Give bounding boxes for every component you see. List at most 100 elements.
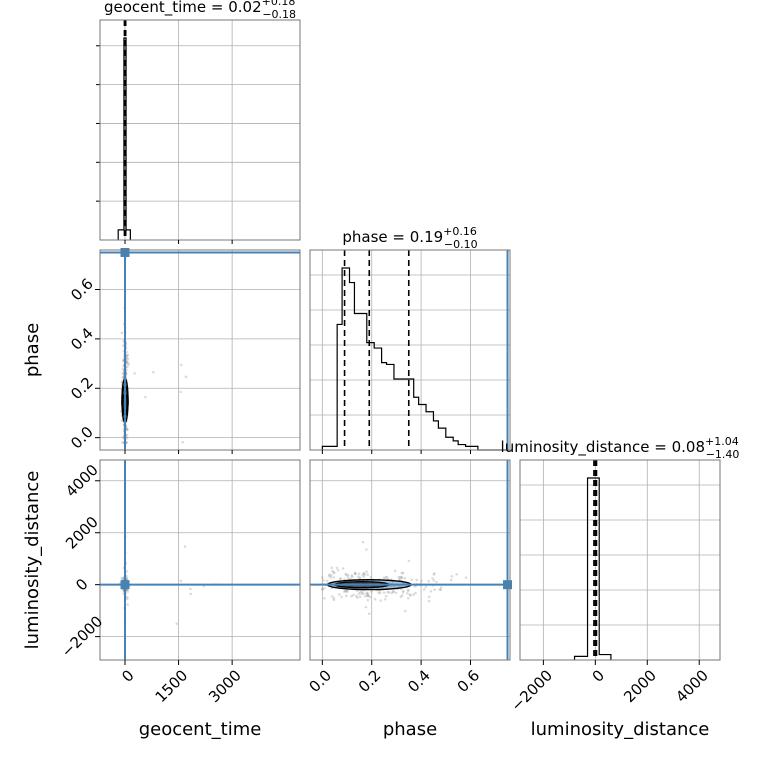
panel-frame-geocent_time-vs-luminosity_distance (99, 459, 301, 661)
scatter-point (409, 594, 412, 597)
scatter-point (331, 569, 334, 573)
scatter-point (366, 591, 369, 595)
scatter-point (338, 577, 342, 581)
tick-label-y-phase-2: 0.4 (67, 324, 97, 354)
scatter-point (390, 585, 394, 588)
scatter-point (400, 576, 404, 580)
scatter-point (121, 577, 125, 581)
tick-label-x-geocent_time-1: 1500 (152, 666, 192, 706)
scatter-point (126, 428, 129, 431)
scatter-point (357, 572, 361, 575)
tick-label-y-phase-0: 0.0 (67, 423, 97, 453)
scatter-point (427, 599, 431, 603)
scatter-point (332, 576, 336, 579)
scatter-point (387, 591, 391, 594)
scatter-point (382, 576, 386, 580)
scatter-point (365, 570, 368, 574)
scatter-point (175, 622, 179, 625)
scatter-point (408, 593, 412, 596)
scatter-point (121, 372, 125, 375)
scatter-point (332, 571, 336, 575)
tick-label-x-luminosity_distance-3: 4000 (672, 666, 712, 706)
scatter-point (435, 580, 438, 584)
scatter-point (367, 594, 370, 597)
scatter-point (121, 441, 124, 444)
scatter-point (179, 363, 183, 367)
scatter-point (424, 585, 428, 589)
scatter-point (397, 585, 400, 588)
scatter-point (344, 572, 348, 576)
scatter-point (361, 540, 365, 544)
panel-geocent_time-vs-phase (100, 250, 300, 450)
scatter-point (366, 592, 370, 596)
axis-label-y-luminosity_distance: luminosity_distance (22, 471, 43, 650)
scatter-point (179, 579, 183, 583)
scatter-point (344, 594, 348, 598)
scatter-point (125, 428, 129, 432)
scatter-point (415, 578, 419, 582)
scatter-point (369, 575, 373, 579)
scatter-point (133, 372, 136, 375)
scatter-point (412, 593, 415, 596)
scatter-point (322, 578, 325, 582)
scatter-point (125, 350, 129, 354)
scatter-point (393, 569, 397, 573)
scatter-point (397, 575, 401, 579)
scatter-point (407, 588, 410, 592)
axis-label-x-geocent_time: geocent_time (139, 719, 262, 740)
scatter-point (414, 591, 417, 595)
scatter-point (125, 577, 129, 580)
tick-label-x-geocent_time-0: 0 (118, 666, 137, 685)
scatter-point (413, 585, 417, 588)
scatter-point (127, 363, 131, 366)
scatter-point (363, 573, 366, 576)
scatter-point (362, 572, 366, 575)
scatter-point (398, 577, 401, 581)
scatter-point (355, 596, 359, 599)
scatter-point (126, 365, 129, 368)
scatter-point (364, 605, 368, 609)
scatter-point (353, 571, 357, 575)
scatter-point (439, 586, 443, 589)
scatter-point (422, 588, 426, 591)
histogram-phase (321, 267, 508, 451)
scatter-point (189, 587, 192, 591)
scatter-point (340, 595, 343, 599)
scatter-point (384, 576, 388, 579)
scatter-point (327, 573, 331, 577)
scatter-point (358, 595, 362, 599)
scatter-point (361, 573, 364, 577)
panel-title-geocent_time: geocent_time = 0.02+0.18 −0.18 (104, 0, 296, 21)
scatter-point (403, 609, 407, 613)
scatter-point (125, 360, 129, 363)
tick-label-y-phase-1: 0.2 (67, 373, 97, 403)
histogram-geocent_time (117, 37, 131, 240)
scatter-point (393, 585, 396, 589)
axis-label-y-phase: phase (22, 323, 43, 377)
scatter-point (367, 612, 371, 616)
scatter-point (401, 571, 405, 575)
scatter-point (356, 575, 360, 578)
scatter-point (183, 545, 187, 548)
scatter-point (368, 595, 372, 599)
scatter-point (365, 594, 369, 598)
scatter-point (350, 575, 354, 578)
scatter-point (184, 375, 188, 379)
scatter-point (392, 590, 395, 594)
scatter-point (382, 591, 386, 595)
scatter-point (329, 576, 333, 579)
scatter-point (346, 573, 350, 577)
scatter-point (349, 577, 352, 581)
scatter-point (346, 576, 350, 579)
scatter-point (352, 593, 355, 597)
scatter-point (433, 572, 436, 575)
scatter-point (322, 586, 326, 590)
scatter-point (328, 574, 331, 578)
panel-geocent_time-vs-luminosity_distance (100, 460, 300, 660)
truth-marker-geocent_time-vs-phase (120, 247, 130, 257)
scatter-point (403, 576, 407, 580)
scatter-point (365, 592, 369, 595)
scatter-point (385, 575, 389, 579)
scatter-point (120, 576, 124, 580)
scatter-point (125, 597, 129, 601)
